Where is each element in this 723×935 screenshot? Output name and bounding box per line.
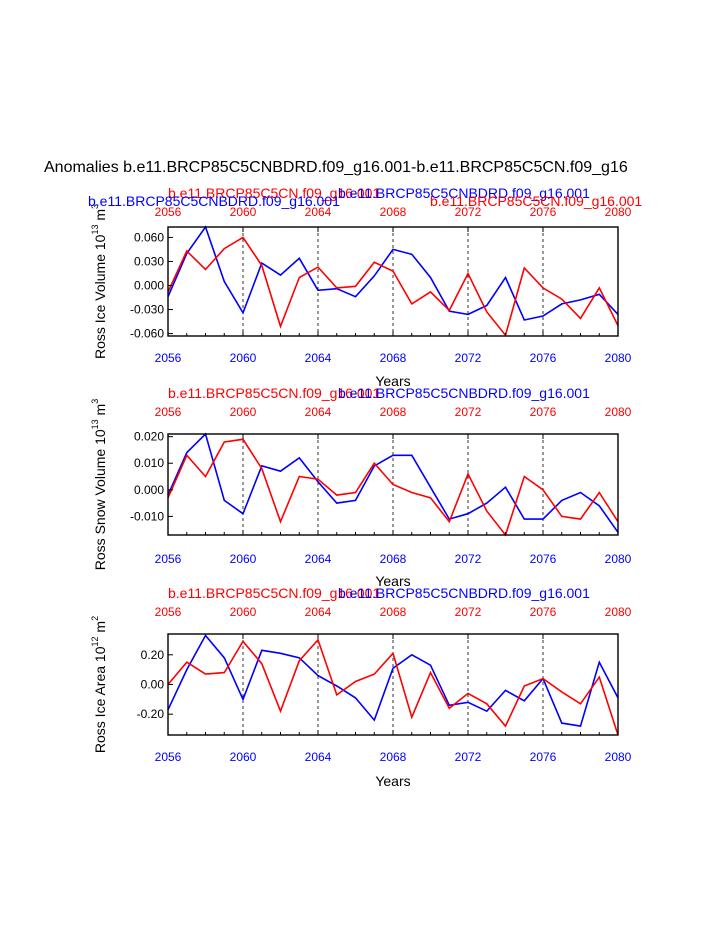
x-tick-label: 2056 [155,552,182,566]
x-tick-label: 2056 [155,351,182,365]
y-axis-title-text: Ross Ice Volume 10 [92,234,108,359]
x-tick-label: 2056 [155,750,182,764]
x-tick-label-top: 2064 [305,405,332,419]
x-tick-label-top: 2064 [305,205,332,219]
x-tick-label: 2076 [530,750,557,764]
panel-title-red: b.e11.BRCP85C5CN.f09_g16.001 [168,185,380,201]
figure-title: Anomalies b.e11.BRCP85C5CNBDRD.f09_g16.0… [44,159,628,176]
x-tick-label: 2072 [455,552,482,566]
y-axis-title-text: Ross Ice Area 10 [92,646,108,753]
x-tick-label-top: 2072 [455,405,482,419]
y-axis-title-text: Ross Snow Volume 10 [92,429,108,570]
x-tick-label: 2080 [605,351,632,365]
panel-title-blue: b.e11.BRCP85C5CNBDRD.f09_g16.001 [338,385,590,401]
x-tick-label-top: 2080 [605,205,632,219]
series-line-bdrd [167,225,619,321]
panel-title-red: b.e11.BRCP85C5CN.f09_g16.001 [168,385,380,401]
series-line-cn [167,438,619,537]
y-axis-title-unit: m [92,621,108,637]
x-tick-label-top: 2068 [380,205,407,219]
series-line-cn [167,236,619,337]
panel-2: 2056 2056 2060 2060 2064 2064 2068 2068 2072 2072… [90,385,632,589]
x-tick-label: 2060 [230,351,257,365]
legend-label-red: b.e11.BRCP85C5CN.f09_g16.001 [430,193,642,209]
y-tick-label: 0.20 [141,648,165,662]
x-tick-label-top: 2080 [605,405,632,419]
x-tick-label-top: 2076 [530,205,557,219]
y-tick-label: -0.030 [130,303,164,317]
panel-title-red: b.e11.BRCP85C5CN.f09_g16.001 [168,585,380,601]
y-axis-title-exponent: 13 [90,225,100,235]
y-tick-label: 0.060 [134,230,164,244]
y-tick-label: -0.010 [130,509,164,523]
y-tick-label: 0.000 [134,279,164,293]
x-tick-label-top: 2072 [455,205,482,219]
series-line-bdrd [167,432,619,533]
y-axis-title-unit-exponent: 3 [90,204,100,209]
y-tick-label: -0.20 [137,707,165,721]
series-line-cn [167,638,619,736]
x-tick-label-top: 2068 [380,405,407,419]
x-tick-label: 2060 [230,750,257,764]
y-axis-title-exponent: 13 [90,419,100,429]
x-axis-title: Years [375,773,410,789]
y-axis-title-unit-exponent: 3 [90,399,100,404]
x-tick-label-top: 2076 [530,405,557,419]
y-tick-label: 0.000 [134,483,164,497]
x-tick-label: 2080 [605,552,632,566]
panel-3: 2056 2056 2060 2060 2064 2064 2068 2068 2072 2072… [90,585,632,789]
x-tick-label-top: 2072 [455,605,482,619]
y-tick-label: 0.00 [141,678,165,692]
x-tick-label-top: 2056 [155,605,182,619]
y-tick-label: -0.060 [130,327,164,341]
y-tick-label: 0.020 [134,430,164,444]
x-tick-label-top: 2068 [380,605,407,619]
legend-label-blue: b.e11.BRCP85C5CNBDRD.f09_g16.001 [88,193,340,209]
y-axis-title-unit: m [92,209,108,225]
x-tick-label: 2072 [455,351,482,365]
x-tick-label-top: 2056 [155,405,182,419]
x-tick-label: 2072 [455,750,482,764]
y-tick-label: 0.030 [134,254,164,268]
x-tick-label: 2076 [530,351,557,365]
y-axis-title-unit: m [92,404,108,420]
panel-title-blue: b.e11.BRCP85C5CNBDRD.f09_g16.001 [338,185,590,201]
x-tick-label: 2064 [305,750,332,764]
x-tick-label: 2076 [530,552,557,566]
x-tick-label: 2068 [380,750,407,764]
y-axis-title: Ross Ice Area 1012 m2 [90,616,108,753]
x-axis-title: Years [375,373,410,389]
x-tick-label-top: 2076 [530,605,557,619]
x-tick-label-top: 2064 [305,605,332,619]
x-tick-label-top: 2060 [230,405,257,419]
y-tick-label: 0.010 [134,456,164,470]
y-axis-title: Ross Snow Volume 1013 m3 [90,399,108,570]
x-tick-label: 2064 [305,351,332,365]
x-tick-label-top: 2056 [155,205,182,219]
x-tick-label-top: 2080 [605,605,632,619]
panel-title-blue: b.e11.BRCP85C5CNBDRD.f09_g16.001 [338,585,590,601]
x-tick-label-top: 2060 [230,605,257,619]
x-tick-label-top: 2060 [230,205,257,219]
y-axis-title-exponent: 12 [90,636,100,646]
y-axis-title-unit-exponent: 2 [90,616,100,621]
x-tick-label: 2068 [380,351,407,365]
y-axis-title: Ross Ice Volume 1013 m3 [90,204,108,359]
x-tick-label: 2060 [230,552,257,566]
x-axis-title: Years [375,573,410,589]
x-tick-label: 2064 [305,552,332,566]
panel-1: 2056 2056 2060 2060 2064 2064 2068 2068 2072 2072… [88,185,642,389]
x-tick-label: 2068 [380,552,407,566]
x-tick-label: 2080 [605,750,632,764]
